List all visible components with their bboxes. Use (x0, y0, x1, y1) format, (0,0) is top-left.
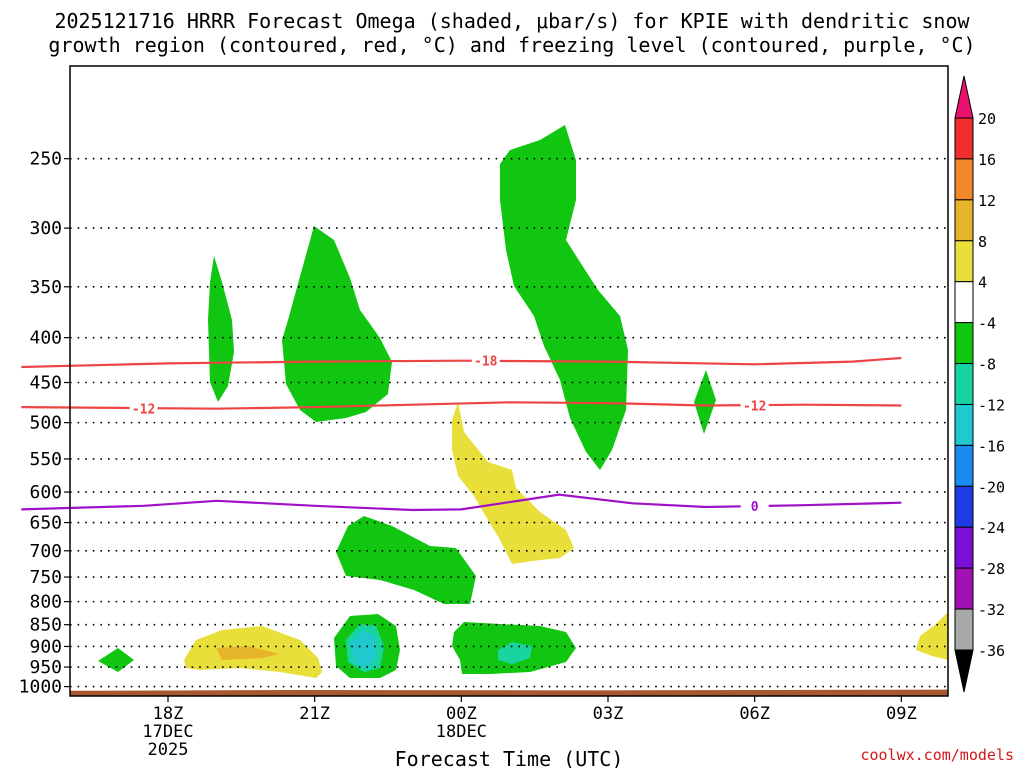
contour-label: -18 (474, 355, 498, 370)
terrain-surface (70, 689, 948, 696)
plot-border (69, 65, 949, 697)
chart-title-line-2: growth region (contoured, red, °C) and f… (48, 33, 976, 57)
y-tick-label: 600 (29, 482, 62, 503)
colorbar-swatch (954, 444, 974, 487)
colorbar-swatch (954, 199, 974, 242)
colorbar-swatch (954, 363, 974, 405)
x-tick-sublabel: 17DEC (142, 722, 193, 742)
colorbar-label: 4 (978, 274, 987, 292)
colorbar-label: -8 (978, 356, 996, 374)
colorbar-label: 20 (978, 110, 996, 128)
y-tick-label: 1000 (19, 677, 62, 698)
colorbar-label: -16 (978, 437, 1005, 455)
colorbar-swatch (954, 403, 974, 446)
y-tick-label: 450 (29, 373, 62, 394)
colorbar-label: -36 (978, 642, 1005, 660)
colorbar-swatch (954, 322, 974, 365)
y-tick-label: 650 (29, 513, 62, 534)
y-tick-label: 400 (29, 328, 62, 349)
y-tick-label: 350 (29, 277, 62, 298)
contour-label-bg (471, 352, 500, 368)
contour-dendritic-top (21, 356, 902, 369)
colorbar-swatch (954, 608, 974, 651)
x-tick-label: 21Z (299, 704, 330, 724)
x-tick-sublabel: 2025 (148, 740, 189, 760)
contour-freezing-level (21, 493, 902, 512)
y-tick-label: 850 (29, 615, 62, 636)
omega-region-green-1 (208, 256, 234, 402)
colorbar-label: -4 (978, 315, 996, 333)
colorbar-swatch (954, 485, 974, 528)
colorbar-swatch (954, 158, 974, 201)
y-tick-label: 750 (29, 567, 62, 588)
omega-region-green-4 (694, 370, 716, 434)
chart-title-line-1: 2025121716 HRRR Forecast Omega (shaded, … (54, 9, 970, 33)
colorbar-label: -12 (978, 396, 1005, 414)
colorbar-bottom-arrow (954, 649, 974, 693)
x-axis-label: Forecast Time (UTC) (395, 747, 624, 768)
colorbar-swatch (954, 526, 974, 569)
colorbar-swatch (954, 117, 974, 160)
y-tick-label: 700 (29, 541, 62, 562)
colorbar-label: -32 (978, 601, 1005, 619)
contour-label: -12 (132, 403, 155, 418)
contour-label-bg (740, 497, 769, 513)
y-tick-label: 950 (29, 657, 62, 678)
x-tick-label: 03Z (593, 704, 624, 724)
colorbar-label: 16 (978, 151, 996, 169)
colorbar-label: -28 (978, 560, 1005, 578)
colorbar-swatch (954, 567, 974, 610)
plot-frame (69, 65, 949, 697)
colorbar-swatch (954, 281, 974, 324)
surface-band (70, 689, 948, 696)
x-tick-label: 06Z (739, 704, 770, 724)
x-tick-label: 18Z (153, 704, 184, 724)
y-tick-label: 900 (29, 636, 62, 657)
x-tick-label: 00Z (446, 704, 477, 724)
omega-region-green-5 (336, 516, 476, 604)
y-tick-label: 300 (29, 218, 62, 239)
contour-label: -12 (743, 399, 766, 414)
omega-region-green-2 (282, 226, 392, 422)
y-tick-label: 550 (29, 449, 62, 470)
colorbar-swatch (954, 240, 974, 283)
omega-region-teal-2 (498, 642, 532, 664)
colorbar-label: -20 (978, 478, 1005, 496)
omega-shading (98, 125, 948, 678)
contour-label: 0 (751, 500, 759, 515)
x-tick-label: 09Z (886, 704, 917, 724)
omega-region-cyan-1 (350, 630, 376, 668)
omega-region-orange-low (216, 646, 280, 660)
y-tick-label: 250 (29, 149, 62, 170)
colorbar-label: -24 (978, 519, 1005, 537)
y-axis-ticks: 2503003504004505005506006507007508008509… (19, 149, 70, 698)
y-tick-label: 500 (29, 413, 62, 434)
contour-label-bg (740, 397, 769, 413)
omega-region-green-3 (500, 125, 628, 470)
omega-region-yellow-mid (452, 402, 574, 564)
colorbar-top-arrow (954, 75, 974, 119)
temperature-contours: -18 -12 -12 0 (21, 352, 902, 515)
colorbar-label: 12 (978, 192, 996, 210)
credit-text: coolwx.com/models (860, 746, 1014, 764)
x-tick-sublabel: 18DEC (436, 722, 487, 742)
y-tick-label: 800 (29, 592, 62, 613)
omega-region-green-6 (98, 648, 134, 672)
contour-label-bg (129, 400, 158, 416)
colorbar-legend: 20 16 12 8 4 -4 -8 -12 -16 -20 -24 -28 -32 -36 (954, 75, 1005, 693)
omega-region-yellow-right (916, 612, 948, 660)
colorbar-label: 8 (978, 233, 987, 251)
